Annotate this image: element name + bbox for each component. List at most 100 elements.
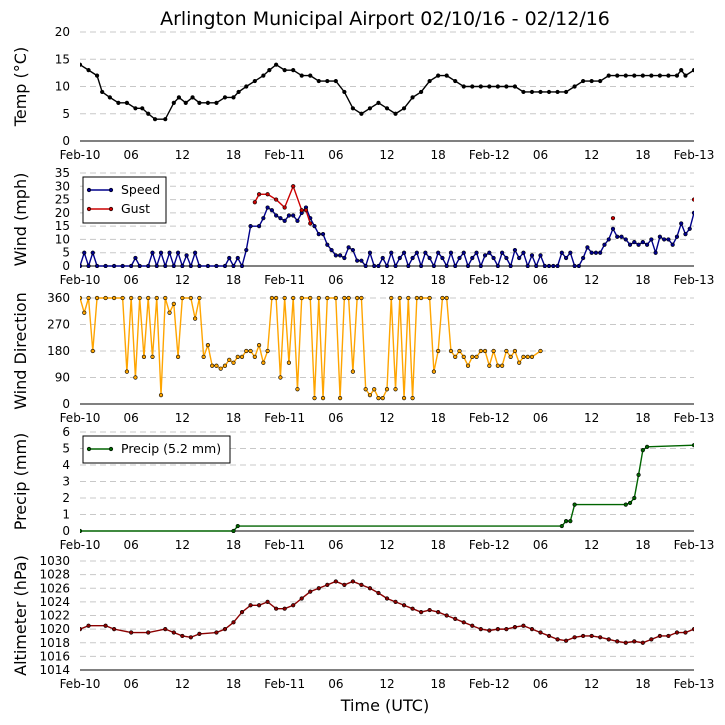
- y-tick-label-wind: 5: [62, 246, 70, 260]
- data-point-direction: [465, 363, 471, 368]
- x-tick-label-temp: 18: [635, 148, 650, 162]
- data-point-direction: [487, 363, 492, 368]
- data-point-direction: [384, 387, 390, 392]
- data-point-temp: [453, 78, 458, 84]
- data-point-speed: [184, 253, 189, 258]
- data-point-speed: [683, 232, 688, 237]
- data-point-speed: [94, 263, 100, 268]
- data-point-direction: [188, 295, 193, 301]
- legend-label: Speed: [121, 182, 160, 197]
- x-tick-label-dir: 06: [533, 411, 548, 425]
- data-point-speed: [576, 263, 581, 268]
- data-point-altimeter: [384, 596, 390, 601]
- data-point-direction: [316, 295, 321, 301]
- data-point-speed: [623, 237, 628, 242]
- x-tick-label-altimeter: 06: [533, 677, 548, 691]
- data-point-speed: [329, 247, 334, 253]
- data-point-direction: [363, 387, 368, 392]
- data-point-precip-5-2-mm: [623, 502, 628, 507]
- x-tick-label-precip: Feb-12: [469, 538, 510, 552]
- data-point-speed: [653, 250, 658, 255]
- x-tick-label-altimeter: 12: [175, 677, 190, 691]
- y-tick-label-precip: 5: [62, 442, 70, 456]
- data-point-speed: [670, 242, 675, 247]
- y-tick-label-altimeter: 1022: [39, 609, 70, 623]
- x-tick-label-dir: 06: [124, 411, 139, 425]
- series-group-dir: [80, 295, 543, 401]
- data-point-direction: [167, 310, 172, 315]
- data-point-temp: [691, 68, 694, 73]
- data-point-direction: [120, 295, 125, 301]
- x-tick-label-precip: 18: [635, 538, 650, 552]
- data-point-temp: [572, 84, 577, 89]
- y-tick-label-altimeter: 1024: [39, 595, 70, 609]
- data-point-gust: [252, 200, 257, 205]
- data-point-speed: [380, 255, 385, 261]
- data-point-speed: [261, 216, 266, 221]
- data-point-speed: [410, 255, 415, 261]
- y-tick-label-temp: 15: [55, 52, 70, 66]
- data-point-speed: [714, 227, 718, 231]
- x-tick-label-dir: Feb-10: [60, 411, 101, 425]
- data-point-speed: [197, 263, 202, 268]
- data-point-direction: [478, 348, 483, 354]
- data-point-speed: [312, 224, 317, 229]
- data-point-speed: [150, 250, 155, 255]
- data-point-speed: [120, 263, 125, 268]
- series-segment-gust: [698, 178, 702, 186]
- x-tick-label-wind: 18: [635, 273, 650, 287]
- data-point-direction: [146, 295, 151, 301]
- data-point-temp: [632, 73, 637, 78]
- x-tick-label-altimeter: Feb-13: [674, 677, 715, 691]
- y-tick-label-precip: 0: [62, 524, 70, 538]
- x-tick-label-precip: 12: [379, 538, 394, 552]
- data-point-temp: [107, 95, 112, 100]
- data-point-speed: [231, 263, 236, 268]
- data-point-direction: [355, 295, 360, 301]
- data-point-precip-5-2-mm: [632, 495, 637, 501]
- data-point-temp: [649, 73, 654, 78]
- data-point-altimeter: [444, 613, 449, 618]
- x-tick-label-wind: 12: [379, 273, 394, 287]
- data-point-direction: [137, 295, 142, 301]
- data-point-direction: [82, 310, 87, 315]
- data-point-direction: [440, 295, 445, 301]
- data-point-direction: [346, 295, 351, 301]
- data-point-altimeter: [316, 586, 321, 591]
- data-point-speed: [129, 263, 134, 268]
- data-point-temp: [291, 68, 296, 73]
- data-point-speed: [389, 250, 394, 255]
- y-axis-label-temp: Temp (°C): [11, 47, 30, 127]
- data-point-gust: [696, 184, 700, 188]
- data-point-speed: [167, 250, 172, 255]
- legend-marker: [86, 446, 92, 452]
- data-point-direction: [414, 295, 419, 301]
- data-point-speed: [333, 253, 338, 258]
- data-point-speed: [551, 263, 556, 268]
- series-segment-gust: [693, 197, 694, 200]
- data-point-speed: [674, 234, 680, 239]
- y-tick-label-wind: 25: [55, 193, 70, 207]
- series-group-precip: [80, 443, 694, 533]
- data-point-altimeter: [555, 637, 560, 642]
- data-point-direction: [80, 295, 83, 301]
- y-tick-label-altimeter: 1028: [39, 568, 70, 582]
- data-point-altimeter: [461, 620, 466, 625]
- data-point-speed: [269, 208, 274, 213]
- data-point-speed: [465, 263, 471, 268]
- data-point-altimeter: [129, 630, 134, 635]
- data-point-temp: [244, 84, 249, 89]
- data-point-altimeter: [623, 640, 628, 645]
- data-point-speed: [679, 221, 684, 226]
- series-segment-gust: [292, 186, 303, 211]
- y-tick-label-precip: 2: [62, 491, 70, 505]
- data-point-speed: [171, 263, 176, 268]
- data-point-direction: [261, 360, 266, 365]
- data-point-speed: [316, 232, 321, 237]
- data-point-direction: [158, 393, 164, 398]
- y-tick-label-precip: 1: [62, 508, 70, 522]
- data-point-temp: [152, 117, 158, 122]
- data-point-direction: [193, 316, 198, 321]
